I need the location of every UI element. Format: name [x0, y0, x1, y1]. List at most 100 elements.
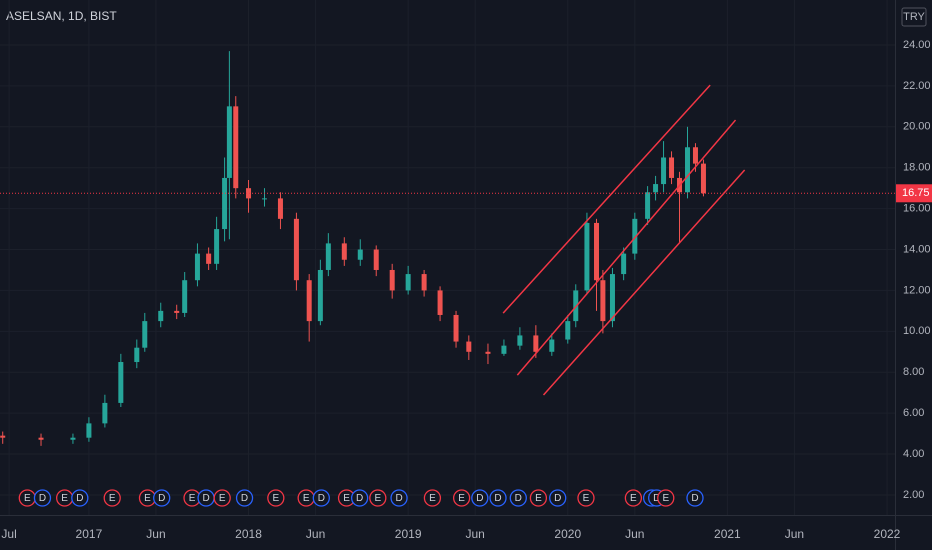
candle-body [38, 437, 44, 440]
candle-body [466, 341, 472, 352]
event-marker [657, 489, 675, 507]
event-label: E [189, 493, 196, 504]
candle-body [669, 157, 675, 178]
y-tick-label: 14.00 [903, 243, 931, 255]
candle-body [102, 402, 108, 424]
x-tick-label: Jun [625, 527, 644, 541]
event-label: D [158, 493, 165, 504]
event-marker [267, 489, 285, 507]
x-tick-label: 2022 [874, 527, 901, 541]
x-tick-label: 2018 [235, 527, 262, 541]
event-label: E [219, 493, 226, 504]
last-price-label: 16.75 [902, 187, 930, 199]
candle-body [501, 345, 507, 354]
candle-body [158, 310, 164, 322]
candle-body [700, 163, 706, 194]
candle-body [357, 249, 363, 260]
candle-body [485, 351, 491, 354]
candle-body [233, 106, 239, 189]
event-marker [471, 489, 489, 507]
chart-title: ASELSAN, 1D, BIST [6, 9, 117, 23]
event-label: D [653, 493, 660, 504]
channel-line [502, 84, 711, 314]
candle-body [600, 280, 606, 322]
event-label: E [662, 493, 669, 504]
candle-body [549, 339, 555, 352]
candle-body [0, 435, 6, 438]
event-label: D [241, 493, 248, 504]
channel-line [516, 119, 737, 376]
y-tick-label: 22.00 [903, 80, 931, 92]
y-tick-label: 12.00 [903, 284, 931, 296]
event-label: E [272, 493, 279, 504]
x-tick-label: 2021 [714, 527, 741, 541]
candle-body [277, 198, 283, 219]
candle-body [325, 243, 331, 270]
candle-body [317, 269, 323, 322]
candle-body [632, 218, 638, 254]
event-marker [213, 489, 231, 507]
candle-body [621, 253, 627, 275]
y-tick-label: 18.00 [903, 162, 931, 174]
event-label: E [429, 493, 436, 504]
candle-body [134, 347, 140, 363]
event-label: D [691, 493, 698, 504]
event-label: D [318, 493, 325, 504]
event-label: D [39, 493, 46, 504]
candle-body [661, 157, 667, 185]
y-tick-label: 4.00 [903, 448, 924, 460]
candle-body [594, 222, 600, 281]
event-label: D [476, 493, 483, 504]
event-label: D [494, 493, 501, 504]
candle-body [142, 321, 148, 348]
candle-body [194, 253, 200, 281]
event-label: E [535, 493, 542, 504]
x-tick-label: 2020 [554, 527, 581, 541]
candle-body [373, 249, 379, 270]
event-marker [312, 489, 330, 507]
event-marker [549, 489, 567, 507]
candle-body [182, 280, 188, 313]
candle-body [389, 269, 395, 291]
last-price-box [896, 184, 932, 203]
candle-body [692, 147, 698, 164]
channel-line [542, 169, 746, 396]
currency-box [901, 7, 927, 27]
event-marker [235, 489, 254, 507]
candle-body [684, 147, 690, 193]
event-label: E [458, 493, 465, 504]
y-tick-label: 20.00 [903, 121, 931, 133]
event-label: E [583, 493, 590, 504]
candle-body [517, 335, 523, 346]
event-label: E [303, 493, 310, 504]
event-label: E [630, 493, 637, 504]
event-marker [509, 489, 527, 507]
candle-body [70, 437, 76, 440]
candle-body [261, 198, 267, 200]
currency-label: TRY [903, 11, 925, 23]
event-label: E [24, 493, 31, 504]
event-label: D [202, 493, 209, 504]
y-tick-label: 8.00 [903, 366, 924, 378]
event-label: D [356, 493, 363, 504]
event-label: D [554, 493, 561, 504]
event-marker [452, 489, 471, 507]
y-tick-label: 10.00 [903, 325, 931, 337]
candle-body [565, 321, 571, 340]
x-tick-label: Jun [466, 527, 485, 541]
x-tick-label: Jun [306, 527, 325, 541]
event-marker [33, 489, 52, 507]
x-tick-label: Jul [1, 527, 16, 541]
candle-body [341, 243, 347, 260]
candle-body [533, 335, 539, 352]
candle-body [453, 314, 459, 342]
candle-body [609, 274, 615, 322]
y-tick-label: 6.00 [903, 407, 924, 419]
candle-body [421, 274, 427, 291]
event-label: E [61, 493, 68, 504]
candle-body [226, 106, 232, 178]
y-tick-label: 16.00 [903, 203, 931, 215]
x-tick-label: 2019 [395, 527, 422, 541]
x-tick-label: 2017 [76, 527, 103, 541]
